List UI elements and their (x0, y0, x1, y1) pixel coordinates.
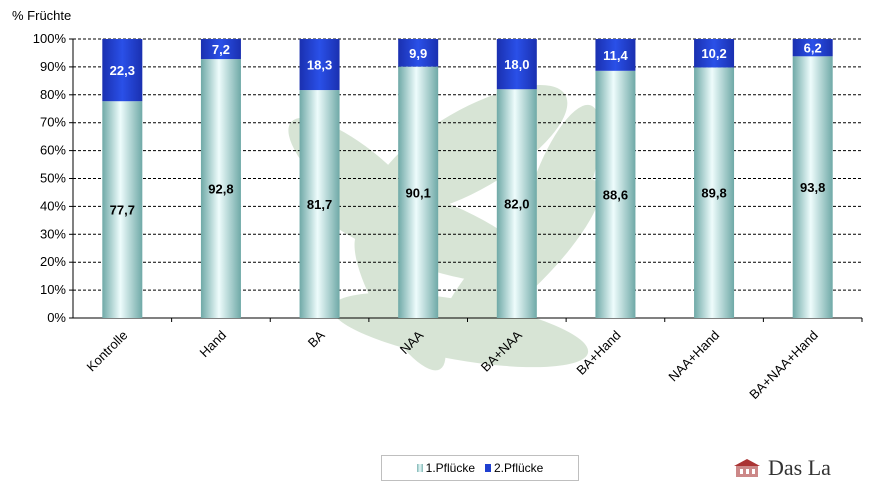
bar-series2 (792, 39, 833, 57)
data-label-series1: 81,7 (307, 197, 332, 212)
data-label-series2: 9,9 (409, 46, 427, 61)
legend-item-series2: 2.Pflücke (485, 461, 543, 475)
bar-series1 (694, 67, 735, 318)
publisher-logo: Das La (732, 456, 870, 479)
bar-series1 (102, 101, 143, 318)
y-tick-labels: 0% 10% 20% 30% 40% 50% 60% 70% 80% 90% 100% (33, 31, 67, 325)
y-tick-label: 20% (40, 254, 66, 269)
bar-series1 (398, 66, 439, 318)
x-tick-label: Kontrolle (84, 328, 131, 375)
y-tick-label: 100% (33, 31, 67, 46)
data-label-series1: 92,8 (208, 182, 233, 197)
y-tick-label: 50% (40, 171, 66, 186)
legend-label-series2: 2.Pflücke (494, 461, 544, 475)
y-tick-label: 10% (40, 282, 66, 297)
bar-series2 (694, 39, 735, 68)
y-tick-label: 0% (47, 310, 66, 325)
y-tick-label: 90% (40, 59, 66, 74)
bar-series2 (595, 39, 636, 71)
x-tick-label: NAA+Hand (665, 328, 722, 385)
data-label-series2: 10,2 (701, 46, 726, 61)
data-label-series1: 77,7 (110, 203, 135, 218)
bar-series2 (200, 39, 241, 60)
watermark-leaf (519, 104, 601, 276)
bars: 77,7 22,3 92,8 7,2 81,7 18,3 90,1 9,9 82,0 18,0 88… (102, 39, 833, 318)
data-label-series1: 90,1 (406, 185, 431, 200)
y-tick-label: 80% (40, 87, 66, 102)
bar-series1 (595, 70, 636, 318)
data-label-series1: 93,8 (800, 180, 825, 195)
bar-series2 (299, 39, 340, 91)
legend-swatch-series2 (485, 464, 491, 472)
data-label-series1: 82,0 (504, 197, 529, 212)
legend-swatch-series1 (416, 464, 423, 472)
bar-series2 (496, 39, 537, 90)
x-tick-label: BA (305, 327, 328, 350)
bar-series2 (102, 39, 143, 102)
bar-series1 (792, 56, 833, 318)
bar-series1 (496, 89, 537, 318)
x-tick-label: BA+NAA+Hand (746, 328, 820, 402)
y-tick-label: 40% (40, 198, 66, 213)
y-tick-label: 30% (40, 226, 66, 241)
building-icon (734, 458, 760, 477)
data-label-series1: 89,8 (701, 186, 726, 201)
data-label-series2: 18,3 (307, 58, 332, 73)
watermark-leaf (331, 292, 589, 368)
y-tick-label: 70% (40, 115, 66, 130)
y-tick-label: 60% (40, 143, 66, 158)
data-label-series2: 6,2 (804, 41, 822, 56)
bar-series2 (398, 39, 439, 67)
x-tick-label: Hand (196, 328, 229, 361)
data-label-series2: 22,3 (110, 63, 135, 78)
legend-label-series1: 1.Pflücke (425, 461, 475, 475)
data-label-series1: 88,6 (603, 187, 628, 202)
legend: 1.Pflücke 2.Pflücke (381, 455, 579, 481)
y-axis-title: % Früchte (12, 8, 72, 23)
bar-series1 (200, 59, 241, 318)
bar-series1 (299, 90, 340, 318)
logo-text: Das La (768, 456, 831, 479)
data-label-series2: 7,2 (212, 42, 230, 57)
legend-item-series1: 1.Pflücke (416, 461, 475, 475)
data-label-series2: 18,0 (504, 57, 529, 72)
data-label-series2: 11,4 (603, 48, 628, 63)
